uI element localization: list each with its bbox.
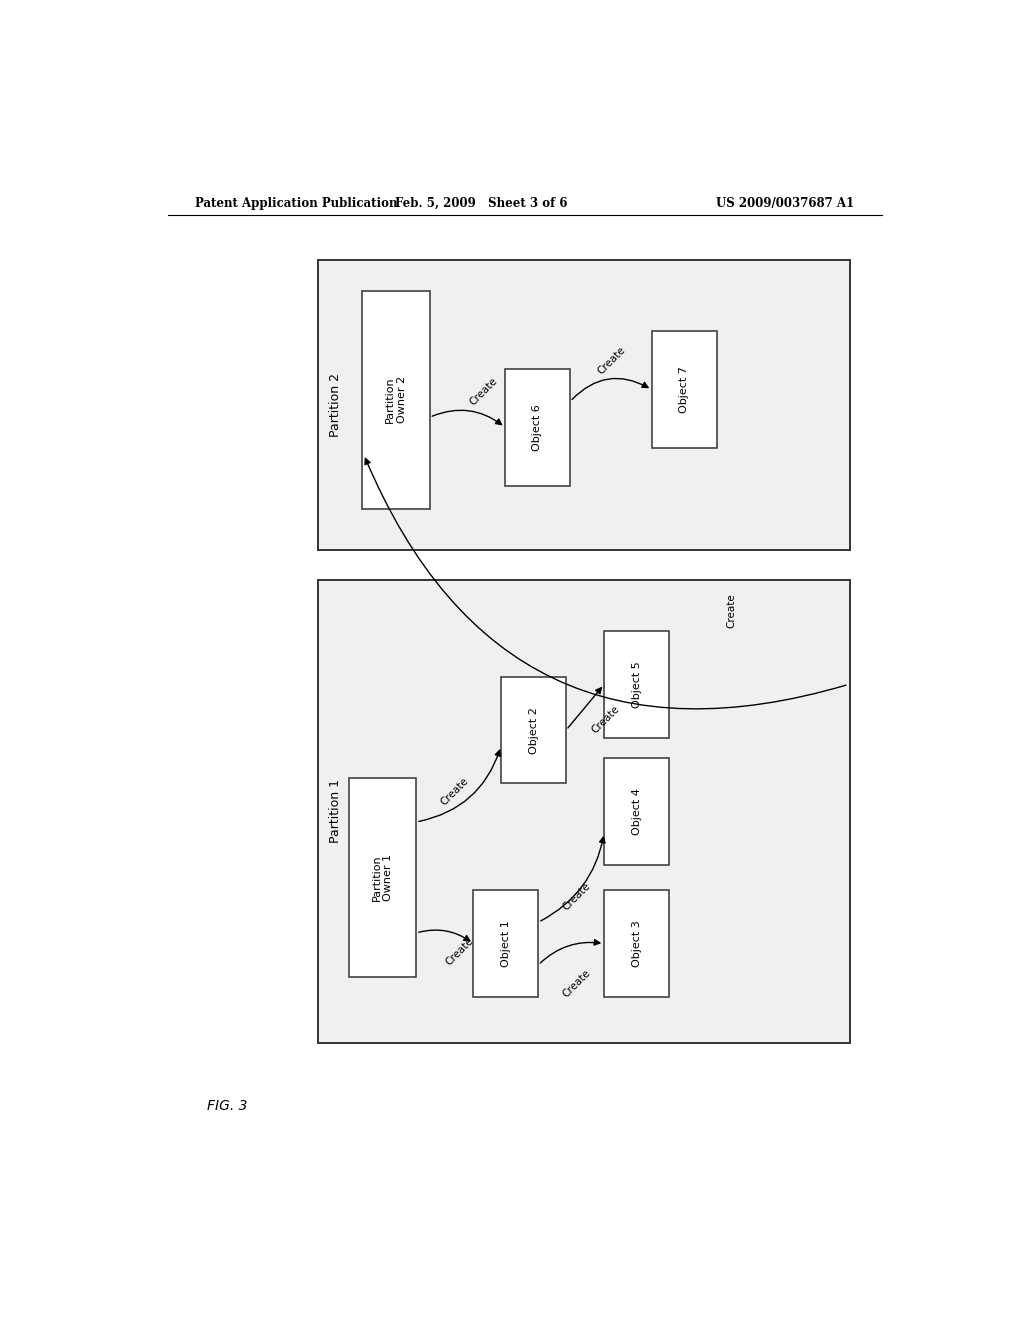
- FancyBboxPatch shape: [348, 779, 416, 977]
- FancyArrowPatch shape: [365, 458, 846, 709]
- FancyArrowPatch shape: [541, 837, 605, 921]
- Text: Object 1: Object 1: [501, 920, 511, 968]
- FancyBboxPatch shape: [652, 331, 717, 447]
- Text: Object 4: Object 4: [632, 788, 642, 834]
- Text: Patent Application Publication: Patent Application Publication: [196, 197, 398, 210]
- Text: Partition
Owner 1: Partition Owner 1: [372, 854, 393, 902]
- Text: Create: Create: [590, 704, 622, 735]
- FancyBboxPatch shape: [604, 631, 670, 738]
- Text: Partition 1: Partition 1: [330, 779, 342, 843]
- Text: US 2009/0037687 A1: US 2009/0037687 A1: [716, 197, 854, 210]
- FancyArrowPatch shape: [432, 411, 502, 425]
- Text: Object 5: Object 5: [632, 661, 642, 708]
- Bar: [318, 260, 850, 549]
- Text: Object 6: Object 6: [532, 404, 543, 450]
- FancyBboxPatch shape: [505, 368, 570, 486]
- Text: Object 7: Object 7: [679, 366, 689, 413]
- Text: FIG. 3: FIG. 3: [207, 1098, 248, 1113]
- Text: Create: Create: [726, 593, 736, 628]
- FancyArrowPatch shape: [419, 931, 470, 941]
- FancyBboxPatch shape: [362, 290, 430, 510]
- Text: Partition 2: Partition 2: [330, 372, 342, 437]
- FancyArrowPatch shape: [572, 379, 648, 400]
- Text: Object 2: Object 2: [528, 706, 539, 754]
- Text: Create: Create: [560, 968, 592, 999]
- Text: Create: Create: [443, 936, 475, 968]
- Text: Create: Create: [438, 776, 470, 808]
- Text: Create: Create: [560, 880, 592, 912]
- Text: Create: Create: [596, 345, 627, 376]
- FancyArrowPatch shape: [568, 688, 601, 729]
- FancyBboxPatch shape: [473, 890, 539, 997]
- FancyBboxPatch shape: [604, 758, 670, 865]
- FancyArrowPatch shape: [541, 940, 600, 964]
- FancyBboxPatch shape: [604, 890, 670, 997]
- Text: Create: Create: [468, 376, 500, 408]
- FancyArrowPatch shape: [419, 750, 501, 821]
- Text: Object 3: Object 3: [632, 920, 642, 968]
- Text: Partition
Owner 2: Partition Owner 2: [385, 376, 407, 424]
- Bar: [318, 581, 850, 1043]
- Text: Feb. 5, 2009   Sheet 3 of 6: Feb. 5, 2009 Sheet 3 of 6: [395, 197, 567, 210]
- FancyBboxPatch shape: [501, 677, 566, 784]
